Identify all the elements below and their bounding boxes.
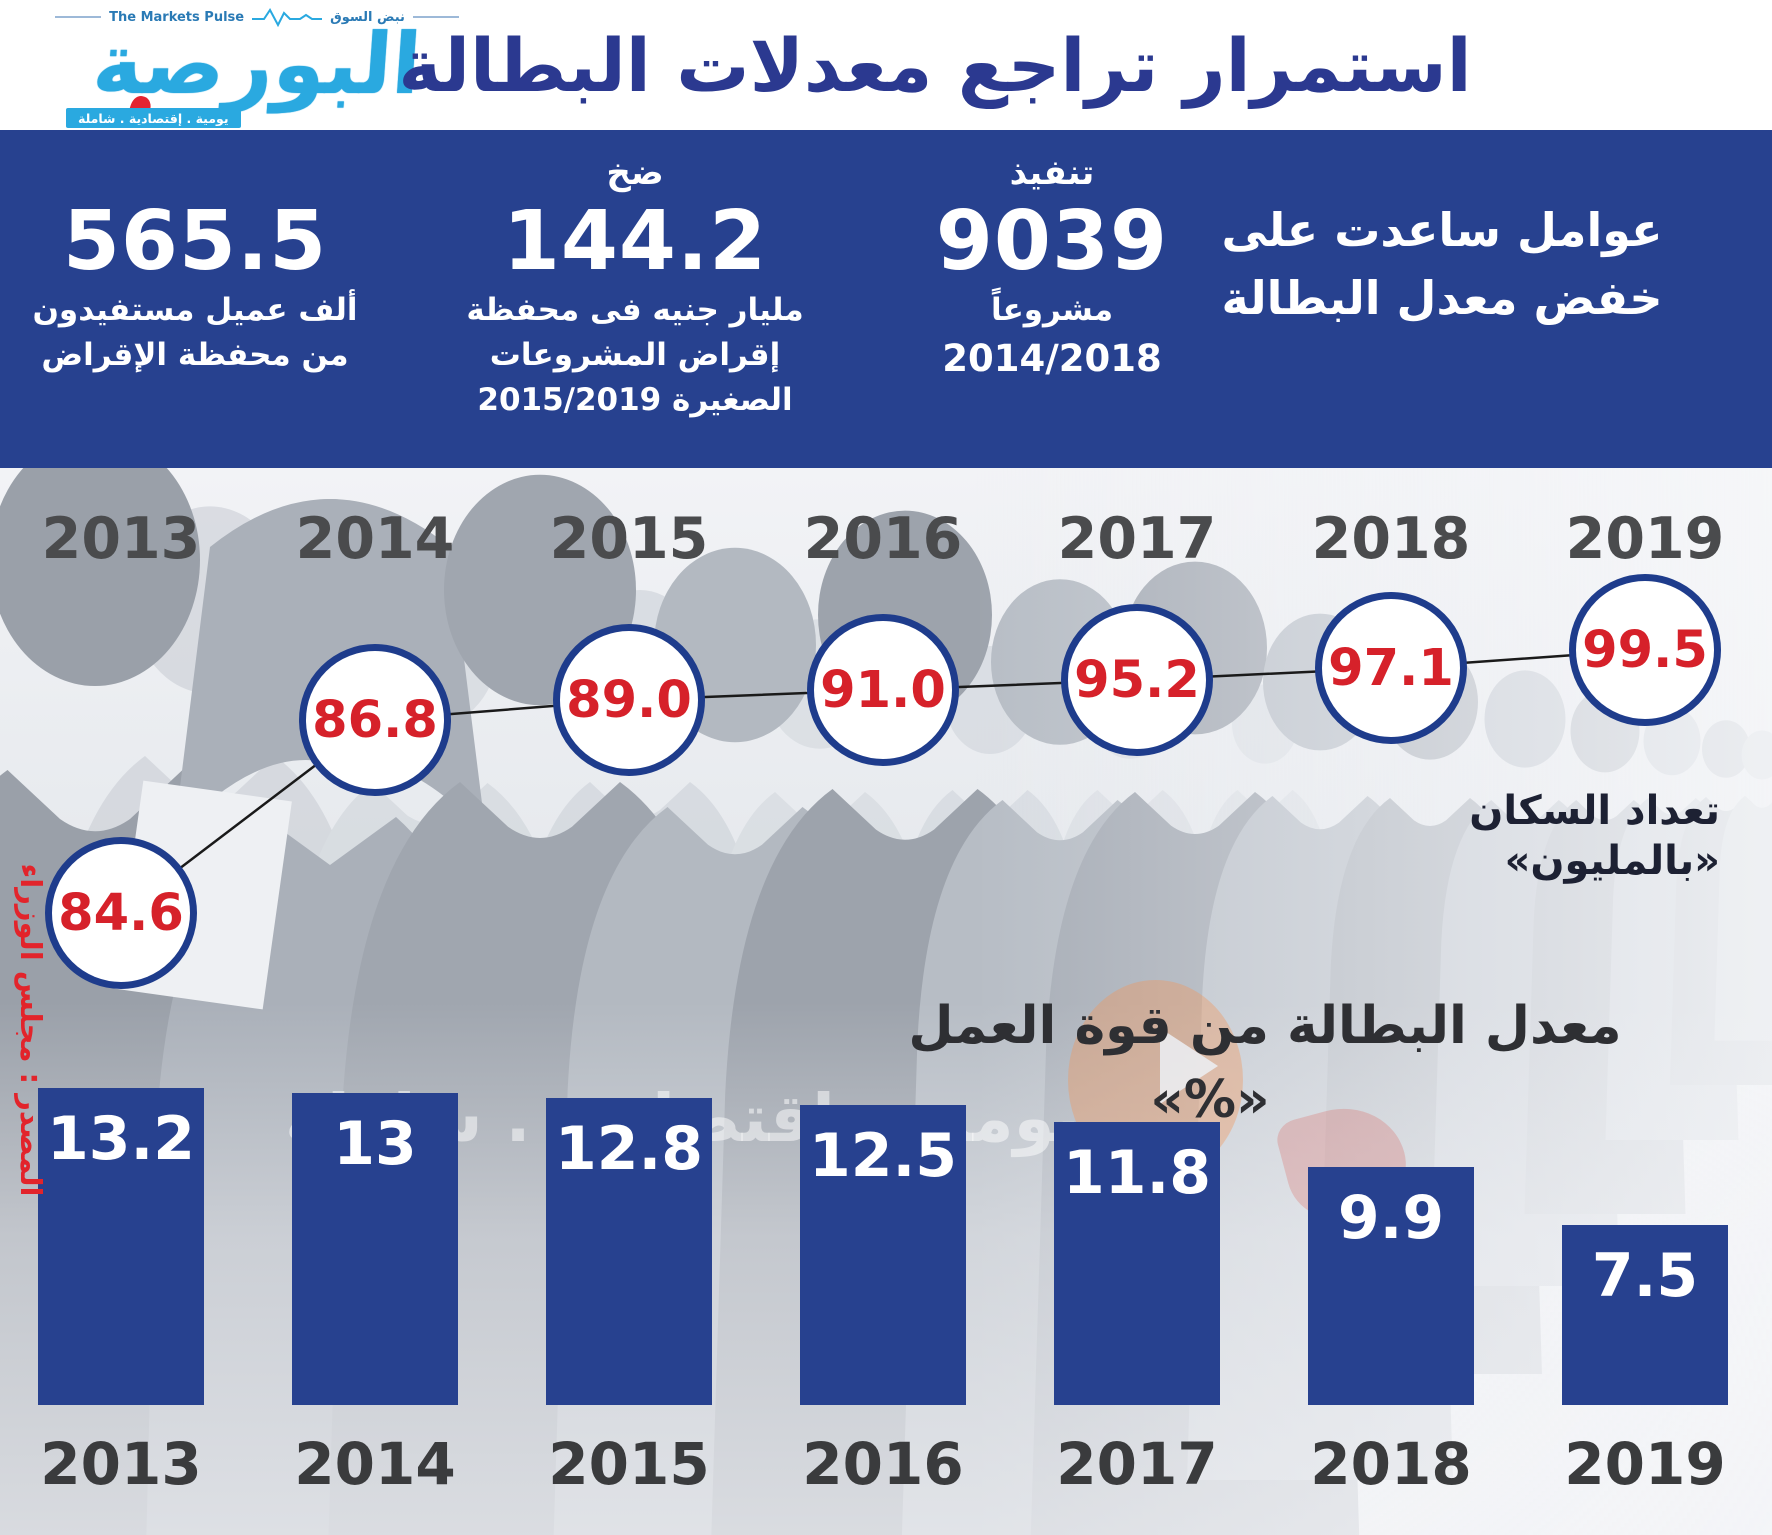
- population-value-2014: 86.8: [299, 644, 451, 796]
- unemployment-year-2016: 2016: [802, 1430, 964, 1498]
- population-value-2017: 95.2: [1061, 604, 1213, 756]
- watermark-logo-notch: [1160, 1028, 1218, 1104]
- logo-dash-left: [55, 16, 102, 18]
- unemployment-bar-value: 13: [333, 1109, 417, 1179]
- population-year-2015: 2015: [549, 506, 709, 572]
- logo-ribbon: يومية . إقتصادية . شاملة: [66, 108, 241, 128]
- unemployment-bar-2013: 13.2: [38, 1088, 204, 1405]
- unemployment-bar-value: 13.2: [46, 1104, 196, 1174]
- population-label-line2: «بالمليون»: [1504, 838, 1720, 884]
- population-year-2019: 2019: [1565, 506, 1725, 572]
- unemployment-bar-value: 12.5: [808, 1121, 958, 1191]
- population-value-2019: 99.5: [1569, 574, 1721, 726]
- unemployment-year-2017: 2017: [1056, 1430, 1218, 1498]
- unemployment-year-2018: 2018: [1310, 1430, 1472, 1498]
- stat-clients-desc2: من محفظة الإقراض: [41, 337, 349, 373]
- unemployment-year-2013: 2013: [40, 1430, 202, 1498]
- unemployment-chart-unit: «%»: [1150, 1070, 1270, 1130]
- population-value-2016: 91.0: [807, 614, 959, 766]
- stat-clients-value: 565.5: [62, 194, 328, 289]
- stat-projects-unit: مشروعاً: [990, 292, 1114, 328]
- unemployment-bar-2016: 12.5: [800, 1105, 966, 1405]
- stats-banner: عوامل ساعدت على خفض معدل البطالة تنفيذ 9…: [0, 130, 1772, 468]
- population-year-2018: 2018: [1311, 506, 1471, 572]
- stat-projects: تنفيذ 9039 مشروعاً 2014/2018: [882, 150, 1222, 385]
- stat-funding-desc1: مليار جنيه فى محفظة: [466, 292, 804, 328]
- unemployment-bar-value: 11.8: [1062, 1138, 1212, 1208]
- unemployment-chart-title: معدل البطالة من قوة العمل: [908, 996, 1622, 1056]
- page-title: استمرار تراجع معدلات البطالة: [398, 23, 1472, 109]
- stat-clients-spacer: [0, 150, 390, 196]
- header: The Markets Pulse نبض السوق البورصة يومي…: [0, 0, 1772, 130]
- population-value-2013: 84.6: [45, 837, 197, 989]
- population-value-2015: 89.0: [553, 624, 705, 776]
- stat-clients-desc1: ألف عميل مستفيدون: [32, 292, 358, 328]
- stat-funding-desc3: الصغيرة 2015/2019: [477, 382, 793, 418]
- unemployment-bar-value: 12.8: [554, 1114, 704, 1184]
- pulse-line-icon: [252, 8, 323, 27]
- stat-funding-value: 144.2: [502, 194, 768, 289]
- source-credit: المصدر : مجلس الوزراء: [14, 863, 48, 1197]
- banner-heading-line1: عوامل ساعدت على: [1221, 203, 1663, 257]
- population-year-2013: 2013: [41, 506, 201, 572]
- stat-funding-desc2: إقراض المشروعات: [489, 337, 781, 373]
- unemployment-year-2014: 2014: [294, 1430, 456, 1498]
- logo-tagline-en: The Markets Pulse: [109, 9, 245, 25]
- alborsa-logo: The Markets Pulse نبض السوق البورصة يومي…: [14, 4, 500, 128]
- banner-heading-line2: خفض معدل البطالة: [1221, 271, 1663, 325]
- unemployment-year-2019: 2019: [1564, 1430, 1726, 1498]
- population-year-2014: 2014: [295, 506, 455, 572]
- charts-stage: يومية . إقتصادية . شاملة 201320142015201…: [0, 468, 1772, 1535]
- population-value-2018: 97.1: [1315, 592, 1467, 744]
- population-year-2017: 2017: [1057, 506, 1217, 572]
- population-label-line1: تعداد السكان: [1469, 788, 1720, 834]
- unemployment-bar-2017: 11.8: [1054, 1122, 1220, 1405]
- banner-heading: عوامل ساعدت على خفض معدل البطالة: [1142, 196, 1742, 332]
- stat-funding: ضخ 144.2 مليار جنيه فى محفظة إقراض المشر…: [420, 150, 850, 423]
- unemployment-bar-2015: 12.8: [546, 1098, 712, 1405]
- unemployment-bar-value: 9.9: [1337, 1183, 1445, 1253]
- stat-projects-label: تنفيذ: [1009, 153, 1095, 193]
- population-axis-label: تعداد السكان «بالمليون»: [1469, 786, 1720, 886]
- logo-tagline-ar: نبض السوق: [330, 9, 405, 25]
- unemployment-year-2015: 2015: [548, 1430, 710, 1498]
- stat-projects-value: 9039: [935, 194, 1169, 289]
- stat-funding-label: ضخ: [606, 153, 664, 193]
- unemployment-bar-value: 7.5: [1591, 1241, 1699, 1311]
- logo-dash-right: [412, 16, 459, 18]
- logo-tagline-row: The Markets Pulse نبض السوق: [14, 6, 500, 28]
- stat-projects-period: 2014/2018: [942, 337, 1162, 380]
- unemployment-bar-2014: 13: [292, 1093, 458, 1405]
- unemployment-bar-2019: 7.5: [1562, 1225, 1728, 1405]
- unemployment-bar-2018: 9.9: [1308, 1167, 1474, 1405]
- population-year-2016: 2016: [803, 506, 963, 572]
- stat-clients: 565.5 ألف عميل مستفيدون من محفظة الإقراض: [0, 150, 390, 378]
